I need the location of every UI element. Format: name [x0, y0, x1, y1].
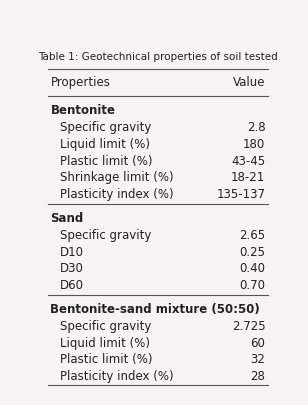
Text: 0.25: 0.25	[239, 245, 265, 258]
Text: Plastic limit (%): Plastic limit (%)	[60, 354, 152, 367]
Text: 28: 28	[250, 370, 265, 383]
Text: Plasticity index (%): Plasticity index (%)	[60, 188, 174, 201]
Text: 0.40: 0.40	[239, 262, 265, 275]
Text: Plasticity index (%): Plasticity index (%)	[60, 370, 174, 383]
Text: 0.70: 0.70	[239, 279, 265, 292]
Text: Bentonite: Bentonite	[51, 104, 116, 117]
Text: D30: D30	[60, 262, 84, 275]
Text: 2.725: 2.725	[232, 320, 265, 333]
Text: D60: D60	[60, 279, 84, 292]
Text: Properties: Properties	[51, 76, 110, 89]
Text: 18-21: 18-21	[231, 171, 265, 185]
Text: D10: D10	[60, 245, 84, 258]
Text: 2.65: 2.65	[239, 229, 265, 242]
Text: Liquid limit (%): Liquid limit (%)	[60, 337, 150, 350]
Text: 135-137: 135-137	[216, 188, 265, 201]
Text: Sand: Sand	[51, 212, 84, 225]
Text: Specific gravity: Specific gravity	[60, 320, 151, 333]
Text: Bentonite-sand mixture (50:50): Bentonite-sand mixture (50:50)	[51, 303, 260, 316]
Text: Specific gravity: Specific gravity	[60, 229, 151, 242]
Text: Specific gravity: Specific gravity	[60, 121, 151, 134]
Text: Value: Value	[233, 76, 265, 89]
Text: 60: 60	[250, 337, 265, 350]
Text: Shrinkage limit (%): Shrinkage limit (%)	[60, 171, 174, 185]
Text: Liquid limit (%): Liquid limit (%)	[60, 138, 150, 151]
Text: Table 1: Geotechnical properties of soil tested: Table 1: Geotechnical properties of soil…	[38, 52, 278, 62]
Text: Plastic limit (%): Plastic limit (%)	[60, 155, 152, 168]
Text: 180: 180	[243, 138, 265, 151]
Text: 2.8: 2.8	[247, 121, 265, 134]
Text: 43-45: 43-45	[231, 155, 265, 168]
Text: 32: 32	[250, 354, 265, 367]
